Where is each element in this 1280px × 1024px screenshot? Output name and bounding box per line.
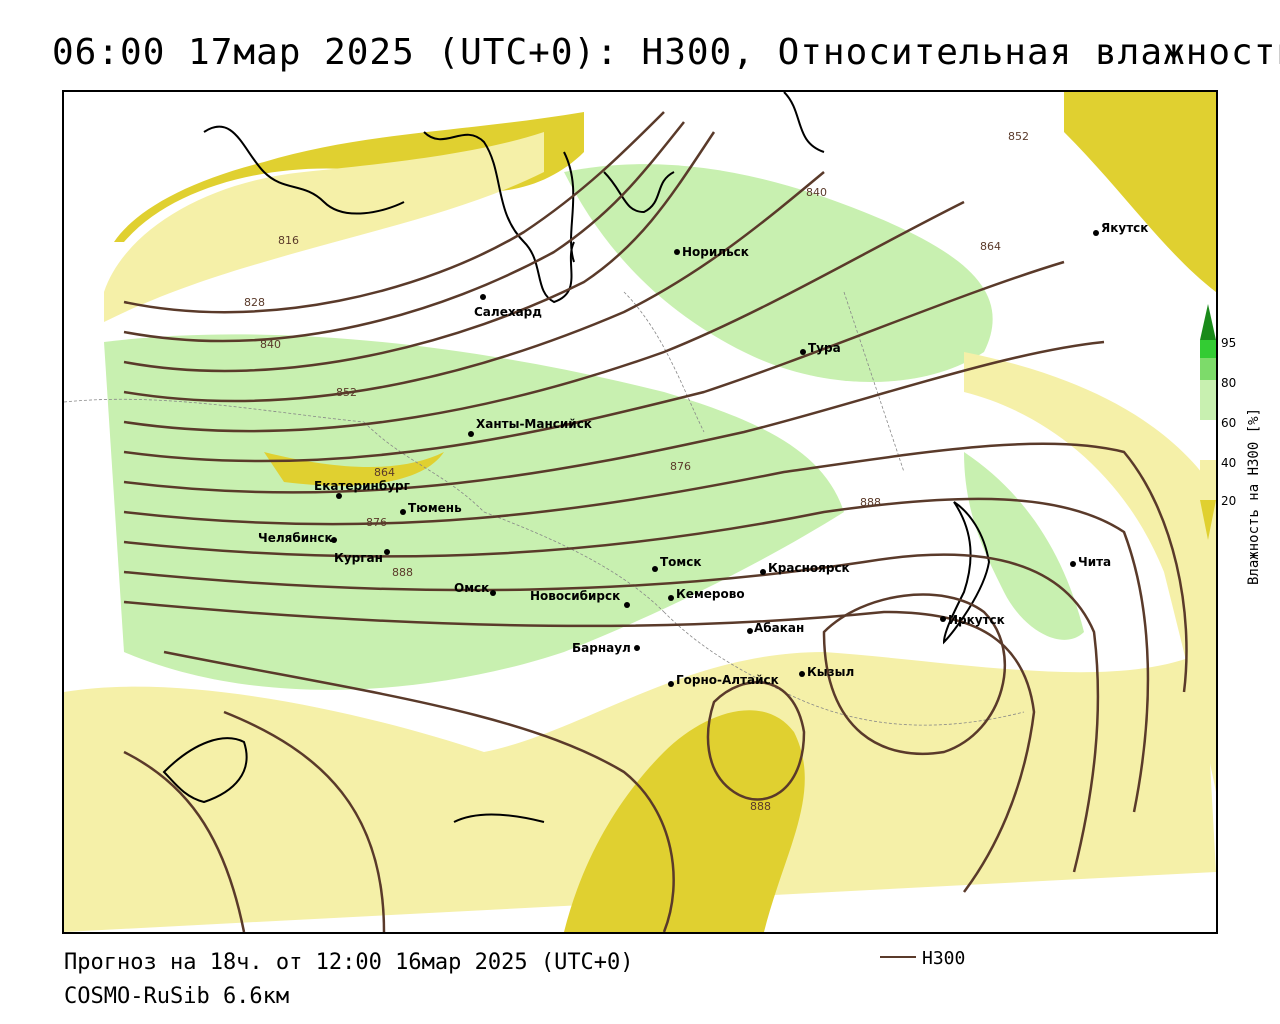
city-label: Иркутск [948, 613, 1005, 627]
isoline-label: 888 [860, 496, 881, 509]
map-title: 06:00 17мар 2025 (UTC+0): H300, Относите… [52, 32, 1280, 73]
isoline-label: 828 [244, 296, 265, 309]
isoline-legend-swatch [880, 956, 916, 958]
city-label: Норильск [682, 245, 749, 259]
colorbar-tick: 60 [1221, 416, 1237, 430]
isoline-label: 816 [278, 234, 299, 247]
isoline-label: 876 [670, 460, 691, 473]
humidity-pale-yellow-east [964, 352, 1216, 792]
colorbar-arrow-top [1200, 304, 1216, 340]
city-label: Кызыл [807, 665, 854, 679]
isoline-labels: 816 828 840 852 864 876 888 840 852 864 … [244, 130, 1029, 813]
isoline-label: 840 [806, 186, 827, 199]
isoline-label: 888 [750, 800, 771, 813]
humidity-pale-yellow-nw [104, 132, 544, 322]
colorbar-arrow-bottom [1200, 500, 1216, 540]
city-label: Новосибирск [530, 589, 620, 603]
h300-isolines [123, 111, 1188, 932]
colorbar [1200, 304, 1216, 540]
city-label: Барнаул [572, 641, 631, 655]
city-label: Горно-Алтайск [676, 673, 779, 687]
city-label: Чита [1078, 555, 1111, 569]
isoline-label: 864 [980, 240, 1001, 253]
humidity-green-west [104, 334, 844, 690]
isoline-legend-label: H300 [922, 948, 966, 969]
isoline-label: 852 [1008, 130, 1029, 143]
isoline-label: 888 [392, 566, 413, 579]
city-label: Абакан [754, 621, 804, 635]
city-label: Тура [808, 341, 841, 355]
isoline-label: 876 [366, 516, 387, 529]
city-label: Тюмень [408, 501, 462, 515]
humidity-yellow-south [564, 710, 805, 932]
isoline-label: 864 [374, 466, 395, 479]
admin-borders [64, 291, 1025, 726]
colorbar-title: Влажность на H300 [%] [1246, 407, 1262, 585]
city-label: Екатеринбург [314, 479, 410, 493]
city-label: Омск [454, 581, 489, 595]
weather-map[interactable]: 816 828 840 852 864 876 888 840 852 864 … [62, 90, 1218, 934]
colorbar-tick: 40 [1221, 456, 1237, 470]
forecast-info: Прогноз на 18ч. от 12:00 16мар 2025 (UTC… [64, 950, 634, 975]
city-label: Челябинск [258, 531, 333, 545]
humidity-yellow-band [264, 452, 444, 486]
isoline-label: 840 [260, 338, 281, 351]
colorbar-tick: 80 [1221, 376, 1237, 390]
cities: Норильск Якутск Салехард Тура Ханты-Манс… [258, 221, 1148, 687]
city-label: Томск [660, 555, 702, 569]
isoline-label: 852 [336, 386, 357, 399]
humidity-yellow-ne [1064, 92, 1216, 292]
city-label: Кемерово [676, 587, 745, 601]
model-name: COSMO-RuSib 6.6км [64, 984, 290, 1009]
humidity-field [64, 92, 1216, 932]
city-label: Салехард [474, 305, 542, 319]
city-label: Красноярск [768, 561, 850, 575]
colorbar-tick: 95 [1221, 336, 1237, 350]
humidity-yellow-nw [114, 112, 584, 242]
humidity-green-north [564, 164, 993, 382]
city-label: Ханты-Мансийск [476, 417, 592, 431]
colorbar-tick: 20 [1221, 494, 1237, 508]
city-label: Якутск [1101, 221, 1148, 235]
city-label: Курган [334, 551, 383, 565]
